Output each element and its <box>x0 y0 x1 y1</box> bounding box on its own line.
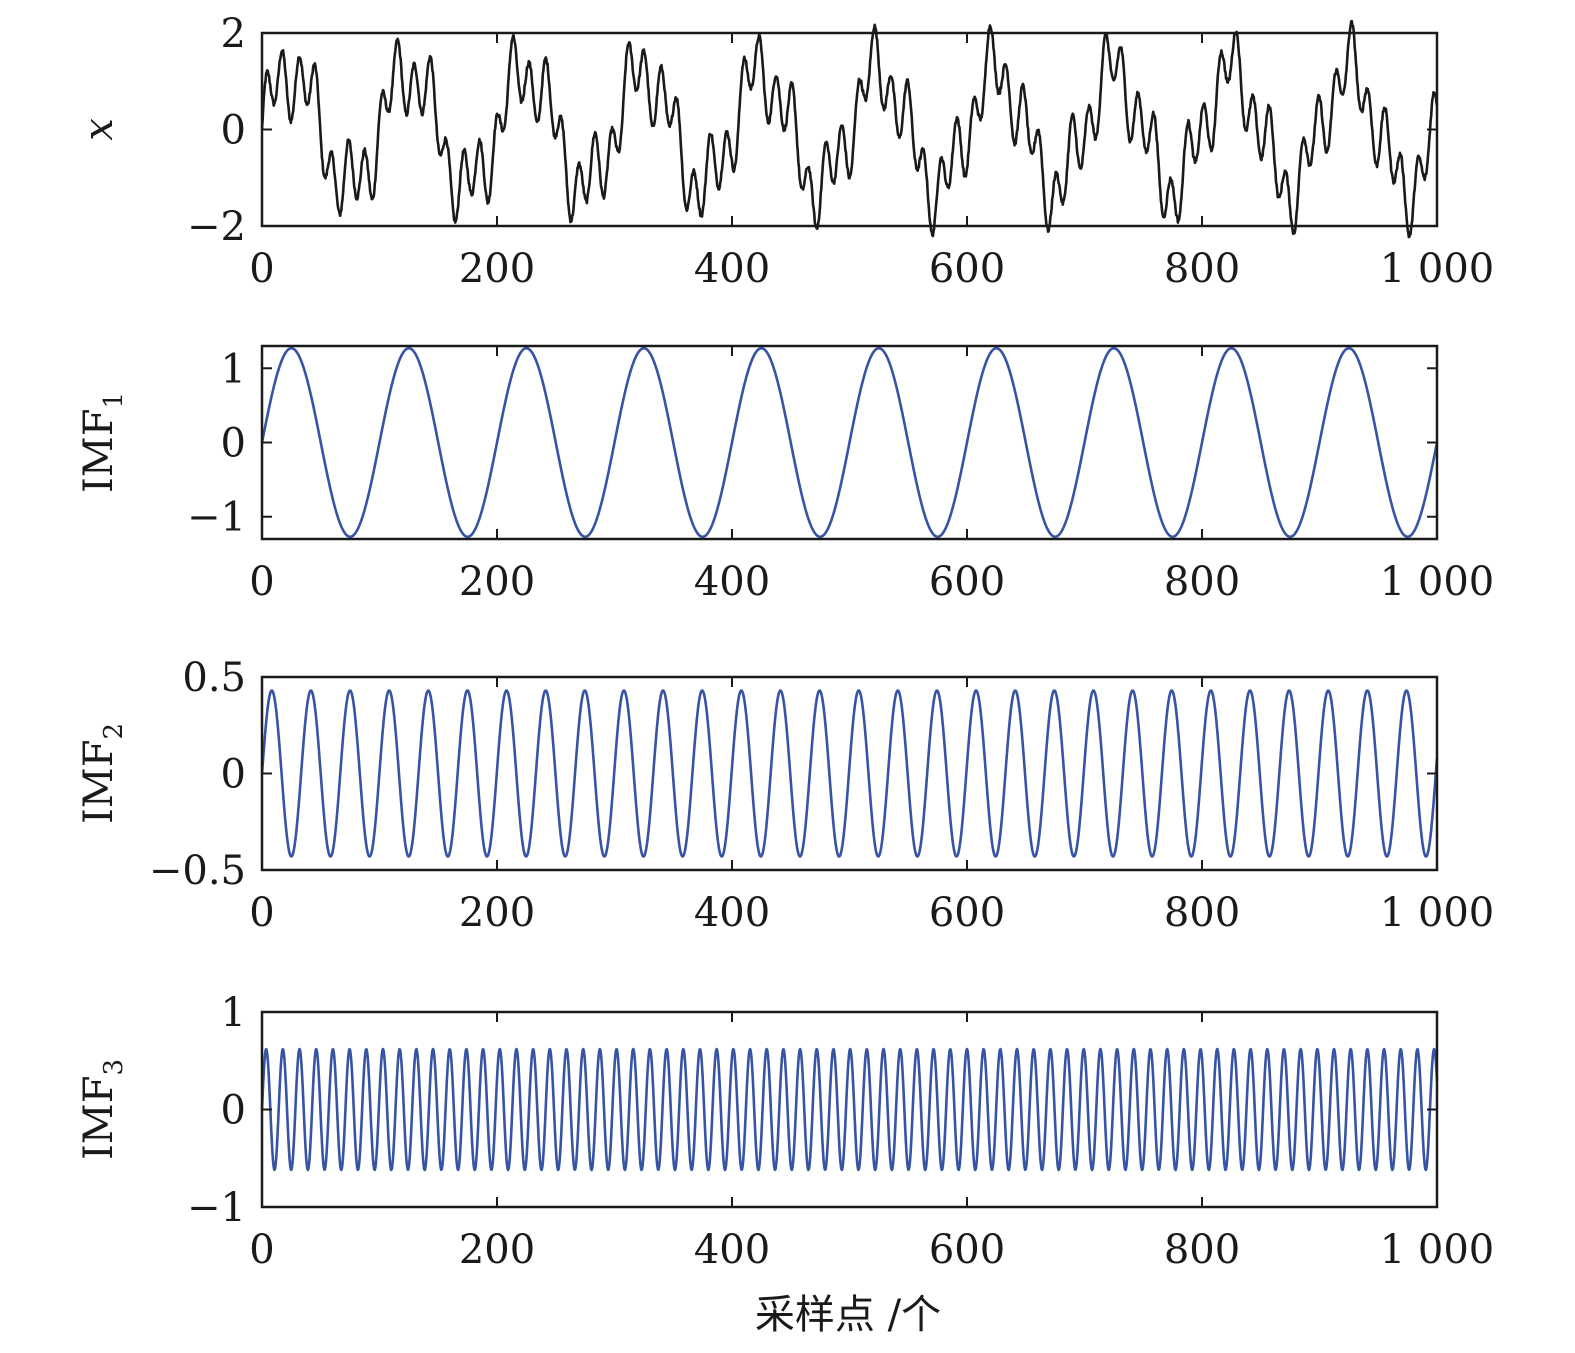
series-line-x <box>260 19 1439 239</box>
x-tick-label: 600 <box>929 1227 1005 1273</box>
x-tick-label: 600 <box>929 246 1005 292</box>
series-line-IMF1 <box>260 346 1439 539</box>
x-tick-label: 1 000 <box>1380 890 1495 936</box>
y-tick-label: 1 <box>221 346 246 392</box>
y-axis-label-subscript: 1 <box>99 392 129 409</box>
x-tick-label: 1 000 <box>1380 559 1495 605</box>
x-axis-label: 采样点 /个 <box>755 1292 941 1338</box>
x-tick-label: 800 <box>1164 890 1240 936</box>
y-axis-label: IMF1 <box>76 392 129 493</box>
x-tick-label: 200 <box>459 559 535 605</box>
y-axis-label-main: IMF <box>76 409 122 494</box>
x-tick-label: 0 <box>249 246 274 292</box>
x-tick-label: 0 <box>249 559 274 605</box>
series-line-IMF2 <box>260 689 1439 858</box>
x-tick-label: 200 <box>459 1227 535 1273</box>
x-tick-label: 600 <box>929 890 1005 936</box>
y-axis-label: IMF2 <box>76 723 129 824</box>
x-tick-label: 1 000 <box>1380 1227 1495 1273</box>
y-axis-label-main: IMF <box>76 1076 122 1161</box>
x-tick-label: 200 <box>459 246 535 292</box>
x-tick-label: 800 <box>1164 559 1240 605</box>
y-tick-label: 0 <box>221 421 246 467</box>
y-tick-label: −0.5 <box>149 848 246 894</box>
x-tick-label: 400 <box>694 246 770 292</box>
x-tick-label: 400 <box>694 1227 770 1273</box>
y-tick-label: −1 <box>187 1185 246 1231</box>
y-axis-label: IMF3 <box>76 1059 129 1160</box>
x-tick-label: 400 <box>694 890 770 936</box>
x-tick-label: 0 <box>249 1227 274 1273</box>
x-tick-label: 600 <box>929 559 1005 605</box>
series-line-IMF3 <box>260 1047 1439 1172</box>
y-axis-label-subscript: 3 <box>99 1059 129 1076</box>
y-tick-label: 0 <box>221 752 246 798</box>
x-tick-label: 0 <box>249 890 274 936</box>
y-axis-label: x <box>76 118 122 141</box>
y-tick-label: 0.5 <box>182 655 246 701</box>
y-axis-label-subscript: 2 <box>99 723 129 740</box>
y-tick-label: −2 <box>187 204 246 250</box>
y-axis-label-main: x <box>76 118 122 141</box>
axes-frame <box>260 31 1439 228</box>
x-tick-label: 800 <box>1164 246 1240 292</box>
y-tick-label: 0 <box>221 108 246 154</box>
x-tick-label: 1 000 <box>1380 246 1495 292</box>
y-tick-label: 0 <box>221 1088 246 1134</box>
x-tick-label: 400 <box>694 559 770 605</box>
y-axis-label-main: IMF <box>76 740 122 825</box>
x-tick-label: 800 <box>1164 1227 1240 1273</box>
y-tick-label: 2 <box>221 11 246 57</box>
x-tick-label: 200 <box>459 890 535 936</box>
y-tick-label: −1 <box>187 495 246 541</box>
y-tick-label: 1 <box>221 990 246 1036</box>
